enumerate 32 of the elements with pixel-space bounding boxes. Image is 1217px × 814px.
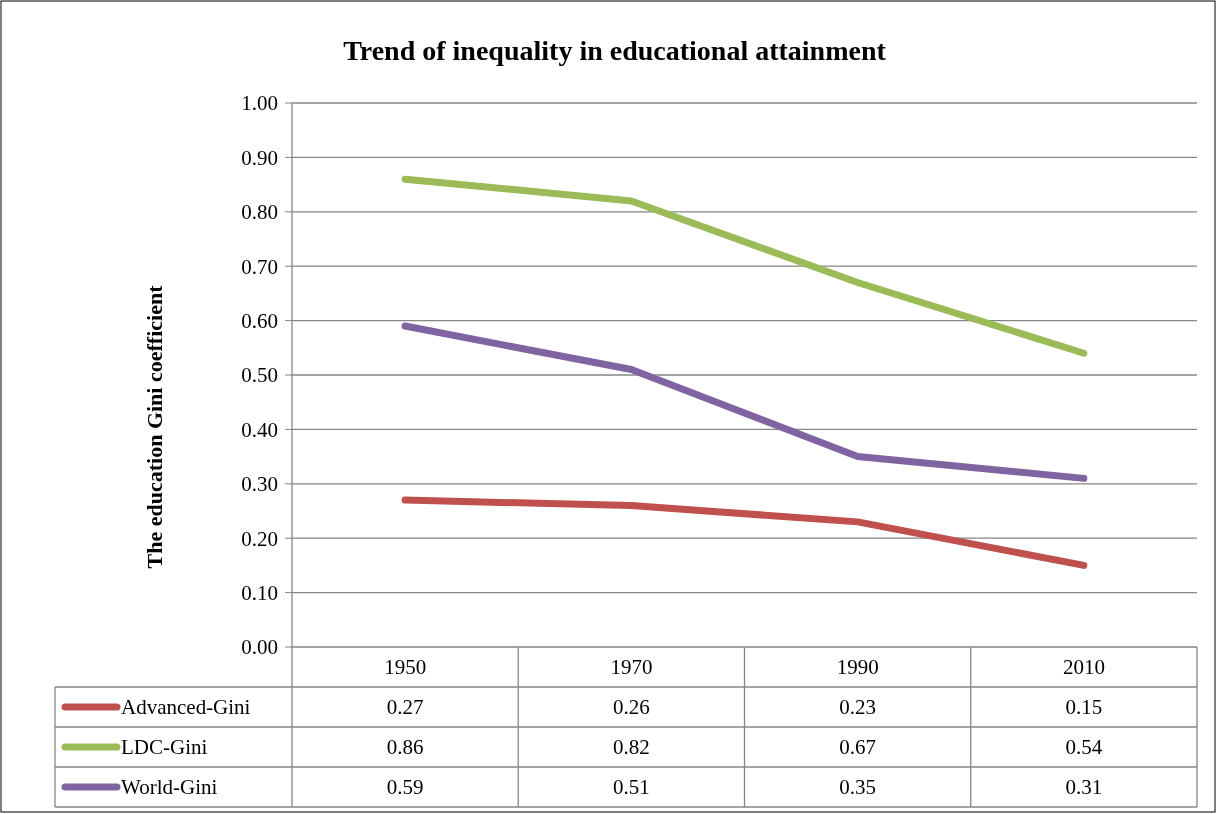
data-label: 0.15	[1065, 695, 1103, 720]
data-label: 0.35	[839, 775, 876, 800]
y-tick-label: 0.90	[241, 145, 278, 170]
data-label: 0.51	[613, 775, 650, 800]
x-tick-label: 1990	[836, 655, 879, 680]
y-tick-label: 0.20	[241, 526, 278, 551]
legend-label: LDC-Gini	[121, 735, 208, 760]
data-label: 0.31	[1065, 775, 1103, 800]
y-tick-label: 0.70	[241, 254, 278, 279]
data-label: 0.54	[1065, 735, 1103, 760]
y-tick-label: 0.50	[241, 363, 278, 388]
y-axis-title: The education Gini coefficient	[142, 284, 167, 569]
x-tick-label: 2010	[1062, 655, 1105, 680]
y-tick-label: 0.40	[241, 417, 278, 442]
data-label: 0.59	[386, 775, 424, 800]
x-tick-label: 1970	[610, 655, 653, 680]
y-tick-label: 0.10	[241, 580, 278, 605]
data-label: 0.67	[839, 735, 876, 760]
data-label: 0.86	[386, 735, 424, 760]
legend-label: World-Gini	[121, 775, 218, 800]
legend-label: Advanced-Gini	[121, 695, 251, 720]
x-tick-label: 1950	[384, 655, 427, 680]
y-tick-label: 0.00	[241, 635, 278, 660]
data-label: 0.26	[613, 695, 650, 720]
data-label: 0.82	[613, 735, 650, 760]
y-tick-label: 0.30	[241, 472, 278, 497]
y-tick-label: 1.00	[241, 91, 278, 116]
data-label: 0.23	[839, 695, 876, 720]
chart-title: Trend of inequality in educational attainment	[343, 35, 887, 66]
y-tick-label: 0.80	[241, 200, 278, 225]
y-tick-label: 0.60	[241, 308, 278, 333]
data-label: 0.27	[386, 695, 424, 720]
